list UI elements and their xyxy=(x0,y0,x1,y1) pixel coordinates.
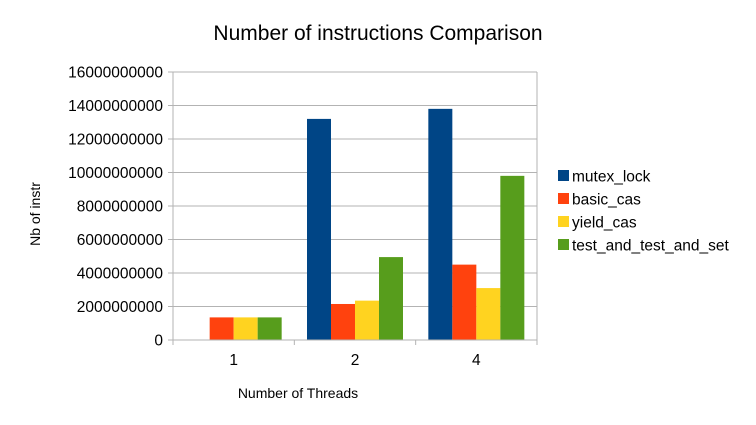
y-tick-label: 8000000000 xyxy=(77,199,164,216)
y-tick-label: 6000000000 xyxy=(77,232,164,249)
bar-yield-cas-2 xyxy=(355,300,379,340)
x-tick-label: 2 xyxy=(351,352,360,369)
bar-yield-cas-1 xyxy=(233,317,258,340)
y-axis-title: Nb of instr xyxy=(27,182,43,246)
y-tick-label: 0 xyxy=(154,333,163,350)
bar-test-and-test-and-set-2 xyxy=(379,257,403,340)
legend-swatch-mutex-lock xyxy=(558,170,569,181)
legend-label: mutex_lock xyxy=(572,169,651,186)
y-tick-label: 2000000000 xyxy=(77,299,164,316)
bar-basic-cas-1 xyxy=(209,317,234,340)
y-tick-label: 10000000000 xyxy=(68,165,163,182)
legend-label: test_and_test_and_set xyxy=(572,238,730,255)
bars xyxy=(209,108,525,341)
legend-swatch-yield-cas xyxy=(558,216,569,227)
axes xyxy=(172,72,538,345)
x-axis-title: Number of Threads xyxy=(238,385,358,401)
y-tick-label: 4000000000 xyxy=(77,266,164,283)
y-tick-label: 16000000000 xyxy=(68,65,163,82)
x-tick-labels: 1 2 4 xyxy=(229,352,481,369)
y-tick-label: 12000000000 xyxy=(68,132,163,149)
y-tick-labels: 0 2000000000 4000000000 6000000000 800000000… xyxy=(68,65,163,350)
legend-label: basic_cas xyxy=(572,192,641,209)
y-tick-label: 14000000000 xyxy=(68,98,163,115)
bar-basic-cas-2 xyxy=(331,303,355,340)
bar-yield-cas-4 xyxy=(476,288,501,340)
legend-swatch-basic-cas xyxy=(558,193,569,204)
bar-mutex-lock-4 xyxy=(428,108,453,340)
chart-title: Number of instructions Comparison xyxy=(213,22,542,45)
x-tick-label: 1 xyxy=(229,352,238,369)
bar-test-and-test-and-set-4 xyxy=(500,175,525,340)
legend-swatch-test-and-test-and-set xyxy=(558,239,569,250)
gridlines xyxy=(168,71,537,341)
legend: mutex_lock basic_cas yield_cas test_and_tes… xyxy=(558,169,730,255)
legend-label: yield_cas xyxy=(572,215,637,232)
bar-basic-cas-4 xyxy=(452,264,477,340)
bar-test-and-test-and-set-1 xyxy=(257,317,282,340)
bar-mutex-lock-2 xyxy=(307,118,331,341)
x-tick-label: 4 xyxy=(472,352,481,369)
